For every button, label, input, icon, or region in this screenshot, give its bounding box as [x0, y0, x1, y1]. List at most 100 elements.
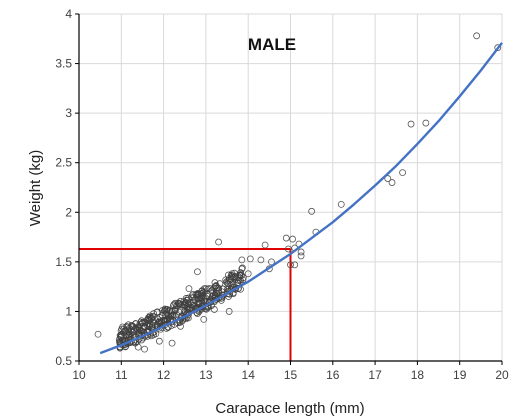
data-point [175, 300, 183, 307]
data-point [289, 235, 297, 243]
data-point [261, 241, 269, 249]
data-point [246, 255, 254, 263]
x-tick-label: 16 [326, 368, 340, 382]
data-point [141, 318, 149, 326]
data-point [236, 271, 243, 279]
data-point [134, 324, 142, 331]
chart-title: MALE [248, 35, 296, 54]
data-point [212, 282, 220, 289]
data-point [388, 179, 396, 186]
data-point [337, 200, 345, 208]
data-point [194, 268, 201, 276]
data-point [161, 307, 168, 315]
x-tick-label: 15 [284, 368, 298, 382]
data-point [155, 318, 163, 326]
data-point [407, 120, 415, 128]
data-point [177, 301, 185, 309]
data-point [237, 277, 245, 285]
data-point [231, 273, 239, 280]
data-point [125, 325, 133, 332]
data-point [203, 292, 211, 300]
data-point [193, 293, 200, 301]
data-point [185, 305, 193, 313]
data-point [282, 234, 290, 242]
data-point [146, 313, 154, 321]
data-point [384, 175, 392, 182]
data-point [141, 323, 149, 331]
data-point [190, 301, 197, 309]
data-point [422, 119, 430, 127]
data-point [238, 265, 246, 273]
data-point [237, 272, 245, 280]
data-point [399, 169, 406, 177]
data-point [129, 331, 137, 339]
data-point [238, 256, 246, 264]
y-tick-label: 2.5 [55, 156, 72, 170]
data-point [291, 261, 299, 269]
y-tick-label: 4 [65, 7, 72, 21]
data-point [287, 261, 294, 269]
y-tick-label: 0.5 [55, 354, 72, 368]
data-point [185, 294, 192, 302]
x-axis-title: Carapace length (mm) [215, 400, 364, 417]
y-tick-label: 1.5 [55, 255, 72, 269]
data-point [473, 32, 481, 40]
data-point [215, 238, 222, 246]
data-point [211, 279, 219, 286]
data-point [155, 337, 163, 345]
fit-curve [99, 42, 503, 355]
data-point [145, 317, 153, 324]
data-point [244, 270, 252, 278]
data-point [225, 308, 233, 315]
data-point [494, 44, 502, 52]
data-point [228, 273, 235, 280]
data-point [284, 245, 292, 253]
x-tick-label: 12 [157, 368, 171, 382]
x-tick-label: 19 [453, 368, 467, 382]
fit-curve-line [99, 42, 503, 355]
y-tick-label: 3 [65, 106, 72, 120]
data-point [195, 291, 203, 299]
data-point [212, 282, 220, 290]
data-point [194, 290, 202, 298]
data-point [218, 288, 226, 296]
tick-labels: 10 11 12 13 14 15 16 17 18 19 20 0.5 1 1.5 2 2.5 3 3.5 4 [55, 7, 509, 382]
data-point [297, 248, 305, 256]
y-tick-label: 1 [65, 304, 72, 318]
x-tick-label: 10 [72, 368, 86, 382]
data-point [183, 299, 190, 306]
x-tick-label: 18 [411, 368, 425, 382]
data-point [159, 311, 166, 319]
data-point [211, 291, 219, 299]
data-point [162, 312, 169, 319]
x-tick-label: 11 [115, 368, 128, 382]
data-point [156, 314, 164, 322]
data-point [297, 252, 305, 260]
y-tick-label: 2 [65, 205, 72, 219]
data-point [173, 302, 180, 310]
data-point [239, 264, 246, 272]
y-axis-title: Weight (kg) [27, 150, 44, 226]
data-point [136, 325, 143, 332]
data-point [115, 336, 123, 343]
data-point [268, 258, 275, 266]
data-point [199, 291, 207, 299]
data-point [223, 278, 230, 286]
axes [75, 13, 503, 365]
data-point [185, 285, 193, 293]
data-point [180, 301, 188, 309]
data-point [200, 315, 208, 323]
data-point [196, 292, 204, 300]
x-tick-label: 13 [199, 368, 213, 382]
data-point [172, 306, 179, 314]
data-point [204, 285, 212, 293]
data-point [124, 321, 132, 329]
x-tick-label: 14 [242, 368, 256, 382]
data-point [144, 316, 151, 323]
data-point [154, 320, 161, 328]
data-point [137, 318, 145, 326]
data-point [257, 256, 265, 264]
data-point [218, 293, 225, 301]
scatter-points [94, 32, 502, 353]
